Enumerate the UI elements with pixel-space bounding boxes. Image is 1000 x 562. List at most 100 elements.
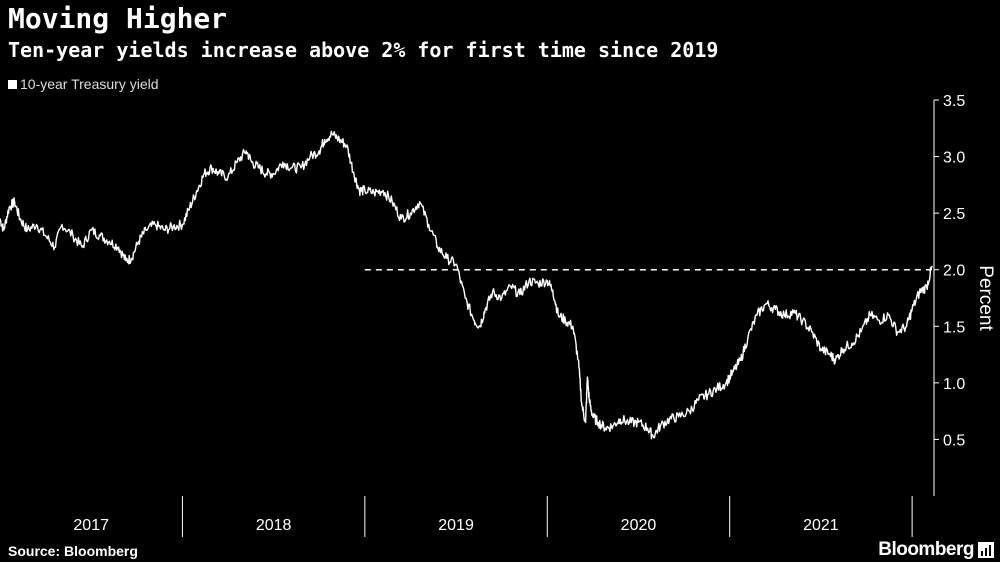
data-point	[756, 314, 758, 316]
data-point	[528, 280, 530, 282]
data-point	[455, 263, 457, 265]
data-point	[3, 229, 5, 231]
data-point	[13, 201, 16, 203]
data-point	[364, 189, 366, 192]
data-point	[353, 172, 355, 175]
data-point	[479, 325, 481, 327]
data-point	[81, 246, 83, 248]
data-point	[887, 314, 889, 316]
data-point	[145, 229, 147, 231]
y-tick-label: 2.0	[943, 263, 965, 280]
chart-title: Moving Higher	[8, 2, 228, 35]
y-tick-label: 2.5	[943, 206, 965, 223]
data-point	[72, 235, 74, 237]
data-point	[125, 260, 127, 262]
data-point	[172, 226, 174, 228]
data-point	[926, 286, 928, 288]
data-point	[716, 387, 718, 390]
data-point	[537, 282, 539, 284]
data-point	[659, 425, 661, 427]
data-point	[318, 150, 320, 152]
data-point	[26, 229, 28, 231]
data-point	[896, 331, 899, 333]
data-point	[54, 246, 56, 248]
data-point	[473, 320, 475, 322]
data-point	[612, 425, 614, 427]
data-point	[546, 280, 548, 282]
data-point	[437, 246, 439, 248]
data-point	[581, 404, 583, 407]
data-point	[331, 133, 333, 135]
data-point	[918, 291, 921, 293]
data-point	[619, 418, 621, 420]
data-point	[324, 139, 326, 141]
data-point	[382, 189, 384, 192]
data-point	[931, 265, 933, 267]
data-point	[227, 176, 229, 178]
data-point	[273, 172, 275, 175]
data-point	[446, 257, 448, 259]
data-point	[501, 297, 503, 299]
data-point	[774, 308, 776, 310]
data-point	[860, 331, 862, 333]
data-point	[338, 139, 340, 141]
data-point	[605, 427, 607, 429]
data-point	[117, 246, 120, 248]
y-tick-label: 3.5	[943, 93, 965, 110]
data-point	[464, 297, 466, 299]
data-point	[346, 144, 348, 146]
data-point	[732, 370, 734, 373]
data-point	[189, 206, 191, 209]
data-point	[586, 376, 588, 378]
data-point	[358, 189, 360, 192]
data-point	[45, 235, 47, 237]
data-point	[154, 223, 156, 226]
data-point	[688, 410, 691, 412]
data-point	[8, 206, 10, 209]
data-point	[637, 421, 640, 424]
data-point	[842, 348, 844, 350]
data-point	[572, 325, 574, 327]
x-tick-label: 2020	[621, 517, 657, 534]
data-point	[0, 218, 1, 220]
data-point	[652, 435, 654, 437]
legend-swatch	[8, 79, 17, 89]
data-point	[628, 421, 630, 424]
data-point	[519, 294, 521, 296]
data-point	[35, 223, 38, 226]
data-point	[811, 331, 813, 333]
x-tick-label: 2018	[256, 517, 292, 534]
data-point	[218, 172, 220, 175]
data-point	[792, 312, 795, 314]
data-point	[309, 155, 311, 158]
data-point	[869, 314, 871, 316]
data-point	[236, 161, 238, 163]
x-tick-label: 2021	[803, 517, 839, 534]
data-point	[491, 291, 494, 293]
data-point	[203, 172, 205, 175]
data-point	[878, 320, 880, 322]
source-note: Source: Bloomberg	[8, 543, 138, 559]
data-point	[19, 218, 21, 220]
y-tick-label: 1.0	[943, 376, 965, 393]
data-point	[400, 218, 402, 220]
data-point	[61, 223, 63, 226]
data-point	[510, 286, 512, 288]
data-point	[108, 240, 111, 243]
data-point	[747, 337, 749, 339]
data-point	[291, 167, 293, 169]
data-point	[584, 421, 587, 424]
x-tick-label: 2019	[438, 517, 474, 534]
data-point	[829, 353, 831, 356]
data-point	[138, 240, 140, 243]
data-point	[130, 257, 132, 259]
data-point	[802, 320, 804, 322]
legend-label: 10-year Treasury yield	[20, 76, 159, 92]
data-point	[597, 421, 599, 424]
data-point	[300, 167, 302, 169]
data-point	[698, 399, 700, 401]
series-line-10y-yield	[0, 130, 933, 440]
data-point	[251, 161, 253, 163]
data-point	[196, 189, 198, 192]
